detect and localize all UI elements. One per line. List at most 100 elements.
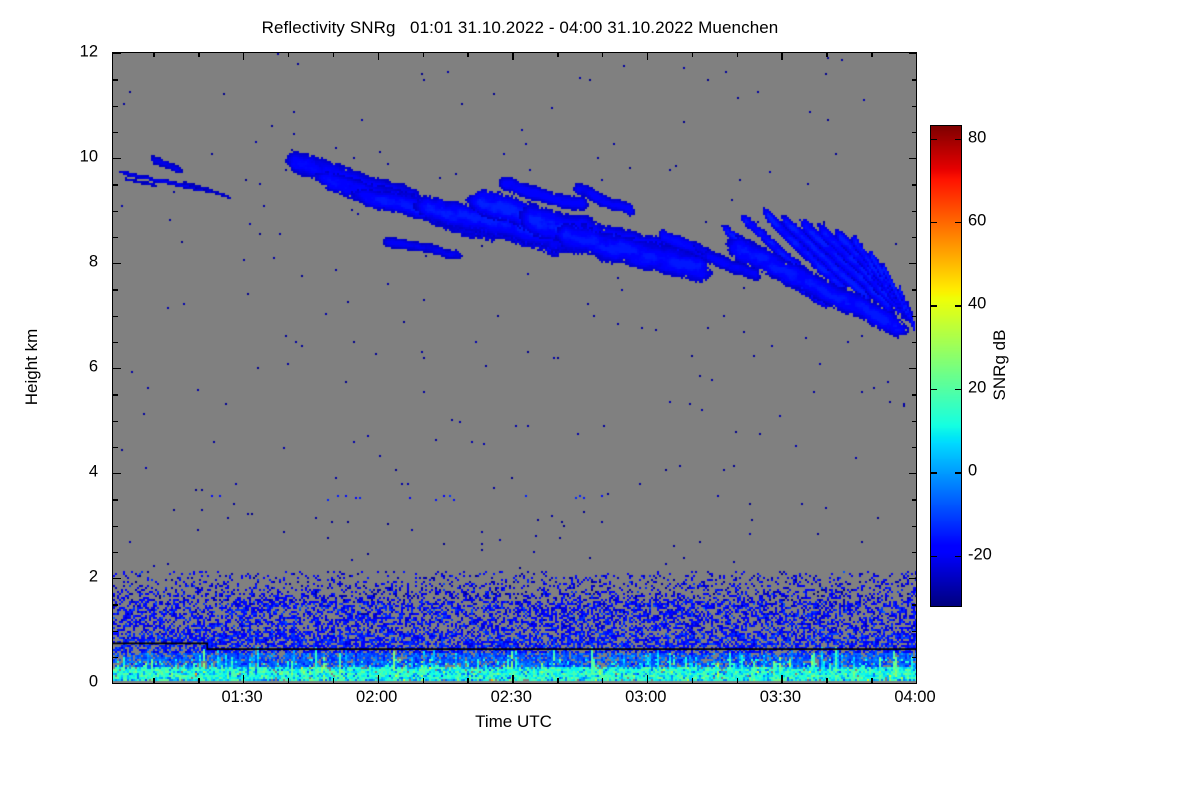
axis-tick	[113, 105, 118, 107]
axis-tick	[113, 551, 118, 554]
axis-tick	[113, 53, 121, 55]
axis-tick	[422, 53, 424, 57]
colorbar-tick	[955, 222, 961, 224]
x-tick-label: 02:00	[356, 688, 398, 706]
axis-tick	[287, 53, 290, 57]
axis-tick	[557, 53, 559, 57]
x-axis-title: Time UTC	[475, 712, 552, 731]
axis-tick	[912, 604, 916, 606]
axis-tick	[332, 53, 335, 57]
axis-tick	[912, 236, 916, 239]
axis-tick	[113, 630, 118, 632]
axis-tick	[871, 678, 873, 683]
axis-tick	[512, 53, 514, 60]
axis-tick	[916, 675, 918, 683]
axis-tick	[377, 53, 380, 60]
axis-tick	[912, 551, 916, 554]
colorbar-tick-label: 80	[968, 128, 987, 147]
axis-tick	[912, 525, 916, 527]
axis-tick	[113, 289, 118, 291]
colorbar-tick	[955, 555, 961, 558]
plot-axes	[112, 52, 918, 685]
axis-tick	[153, 53, 155, 57]
axis-tick	[601, 678, 604, 683]
axis-tick	[826, 53, 828, 57]
axis-tick	[871, 53, 873, 57]
axis-tick	[113, 683, 121, 685]
axis-tick	[422, 678, 424, 683]
axis-tick	[512, 675, 514, 683]
axis-tick	[912, 131, 916, 134]
colorbar-tick	[955, 472, 961, 474]
axis-tick	[467, 53, 469, 57]
axis-tick	[113, 394, 118, 396]
colorbar-tick	[955, 388, 961, 391]
y-tick-label: 0	[88, 672, 98, 691]
axis-tick	[912, 341, 916, 344]
axis-tick	[113, 184, 118, 186]
colorbar-tick-label: 60	[968, 211, 987, 230]
axis-tick	[113, 604, 118, 606]
axis-tick	[691, 53, 694, 57]
axis-tick	[736, 678, 738, 683]
colorbar-tick	[931, 388, 937, 391]
axis-tick	[113, 368, 121, 370]
axis-tick	[113, 446, 118, 449]
axis-tick	[912, 499, 916, 501]
colorbar-tick	[955, 305, 961, 307]
axis-tick	[912, 420, 916, 422]
y-tick-label: 6	[88, 357, 98, 376]
y-tick-label: 10	[79, 147, 98, 166]
axis-tick	[781, 675, 783, 683]
x-tick-label: 03:30	[759, 688, 802, 706]
axis-tick	[826, 678, 828, 683]
axis-tick	[909, 53, 916, 55]
axis-tick	[781, 53, 783, 60]
axis-tick	[113, 210, 118, 212]
axis-tick	[601, 53, 604, 57]
axis-tick	[912, 630, 916, 632]
x-tick-label: 04:00	[894, 688, 936, 706]
colorbar-tick	[931, 472, 937, 474]
y-tick-label: 12	[79, 42, 98, 61]
axis-tick	[912, 105, 916, 107]
colorbar-tick	[931, 305, 937, 307]
axis-tick	[113, 656, 118, 659]
radar-heatmap-canvas	[113, 53, 916, 683]
axis-tick	[909, 263, 916, 265]
axis-tick	[912, 446, 916, 449]
axis-tick	[113, 499, 118, 501]
x-tick-label: 02:30	[490, 688, 532, 706]
axis-tick	[912, 289, 916, 291]
axis-tick	[153, 678, 155, 683]
colorbar-tick-label: -20	[968, 545, 992, 564]
axis-tick	[912, 184, 916, 186]
axis-tick	[646, 53, 649, 60]
axis-tick	[332, 678, 335, 683]
axis-tick	[198, 53, 200, 57]
colorbar-gradient	[931, 126, 961, 606]
x-tick-label: 03:00	[625, 688, 667, 706]
colorbar-tick-label: 20	[968, 378, 987, 397]
axis-tick	[113, 79, 118, 81]
colorbar-tick	[931, 555, 937, 558]
axis-tick	[113, 473, 121, 475]
axis-tick	[377, 675, 380, 683]
axis-tick	[909, 158, 916, 160]
axis-tick	[243, 675, 245, 683]
axis-tick	[113, 420, 118, 422]
axis-tick	[557, 678, 559, 683]
axis-tick	[113, 578, 121, 580]
axis-tick	[467, 678, 469, 683]
axis-tick	[287, 678, 290, 683]
axis-tick	[909, 683, 916, 685]
axis-tick	[243, 53, 245, 60]
axis-tick	[912, 79, 916, 81]
colorbar-tick	[931, 222, 937, 224]
colorbar-tick-label: 0	[968, 461, 978, 480]
y-tick-label: 2	[88, 567, 98, 586]
axis-tick	[909, 473, 916, 475]
axis-tick	[912, 656, 916, 659]
axis-tick	[113, 236, 118, 239]
